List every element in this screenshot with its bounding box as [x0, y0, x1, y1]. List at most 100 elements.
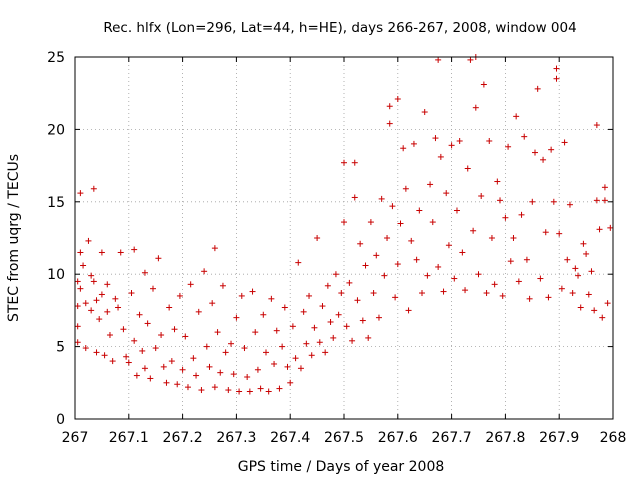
data-point	[82, 300, 89, 307]
y-axis-label: STEC from uqrg / TECUs	[6, 154, 22, 322]
data-point	[225, 387, 232, 394]
data-point	[601, 197, 608, 204]
grid-lines	[75, 57, 613, 419]
data-point	[497, 197, 504, 204]
data-point	[335, 311, 342, 318]
data-point	[381, 272, 388, 279]
data-point	[553, 65, 560, 72]
data-point	[109, 358, 116, 365]
data-point	[599, 314, 606, 321]
data-point	[249, 288, 256, 295]
data-point	[104, 308, 111, 315]
data-point	[96, 316, 103, 323]
data-point	[397, 220, 404, 227]
data-point	[558, 285, 565, 292]
data-point	[104, 281, 111, 288]
data-point	[303, 340, 310, 347]
data-point	[284, 363, 291, 370]
x-tick-label: 267.3	[216, 430, 256, 446]
data-point	[421, 109, 428, 116]
data-point	[93, 349, 100, 356]
data-point	[357, 240, 364, 247]
data-point	[437, 153, 444, 160]
data-point	[607, 224, 614, 231]
x-tick-label: 267.6	[378, 430, 418, 446]
y-tick-label: 0	[56, 412, 65, 428]
data-point	[413, 256, 420, 263]
data-point	[523, 256, 530, 263]
data-point	[171, 326, 178, 333]
data-point	[483, 290, 490, 297]
data-point	[211, 245, 218, 252]
data-point	[359, 317, 366, 324]
data-point	[141, 269, 148, 276]
data-point	[271, 360, 278, 367]
data-point	[74, 339, 81, 346]
data-point	[276, 385, 283, 392]
data-point	[206, 363, 213, 370]
data-point	[198, 387, 205, 394]
data-point	[117, 249, 124, 256]
data-point	[585, 291, 592, 298]
data-point	[540, 156, 547, 163]
data-point	[386, 120, 393, 127]
data-point	[518, 211, 525, 218]
data-point	[241, 345, 248, 352]
data-point	[341, 159, 347, 166]
data-point	[187, 281, 194, 288]
data-point	[462, 287, 469, 294]
data-point	[77, 249, 84, 256]
data-point	[378, 195, 385, 202]
x-tick-label: 267.5	[324, 430, 364, 446]
data-point	[98, 291, 105, 298]
data-point	[324, 282, 331, 289]
x-tick-label: 268	[600, 430, 627, 446]
data-point	[419, 290, 426, 297]
data-point	[588, 268, 595, 275]
data-point	[306, 292, 313, 299]
data-point	[343, 323, 350, 330]
data-point	[230, 371, 237, 378]
data-point	[131, 246, 138, 253]
data-point	[593, 122, 600, 129]
data-point	[577, 304, 584, 311]
y-tick-label: 5	[56, 340, 65, 356]
data-point	[467, 56, 474, 63]
data-point	[448, 142, 455, 149]
data-point	[166, 304, 173, 311]
data-point	[295, 259, 302, 266]
data-point	[453, 207, 460, 214]
data-point	[464, 165, 471, 172]
chart-title: Rec. hlfx (Lon=296, Lat=44, h=HE), days …	[103, 20, 576, 36]
data-point	[176, 292, 183, 299]
data-point	[402, 185, 409, 192]
data-point	[195, 308, 202, 315]
data-point	[346, 279, 353, 286]
data-point	[548, 146, 555, 153]
data-point	[392, 294, 399, 301]
data-point	[228, 340, 235, 347]
data-point	[330, 334, 337, 341]
data-point	[246, 388, 253, 395]
data-point	[158, 332, 165, 339]
data-point	[400, 145, 407, 152]
data-point	[244, 374, 251, 381]
data-point	[354, 297, 361, 304]
data-point	[160, 363, 167, 370]
data-point	[262, 349, 269, 356]
data-point	[238, 292, 245, 299]
data-point	[182, 333, 189, 340]
data-point	[322, 349, 329, 356]
data-point	[257, 385, 264, 392]
data-point	[217, 369, 224, 376]
data-point	[384, 235, 391, 241]
data-point	[526, 295, 533, 302]
x-tick-label: 267.8	[485, 430, 525, 446]
data-point	[432, 135, 439, 142]
data-point	[163, 379, 170, 386]
data-point	[367, 219, 374, 226]
data-point	[556, 230, 563, 237]
data-point	[596, 226, 603, 233]
data-point	[150, 285, 157, 292]
data-point	[77, 190, 84, 197]
